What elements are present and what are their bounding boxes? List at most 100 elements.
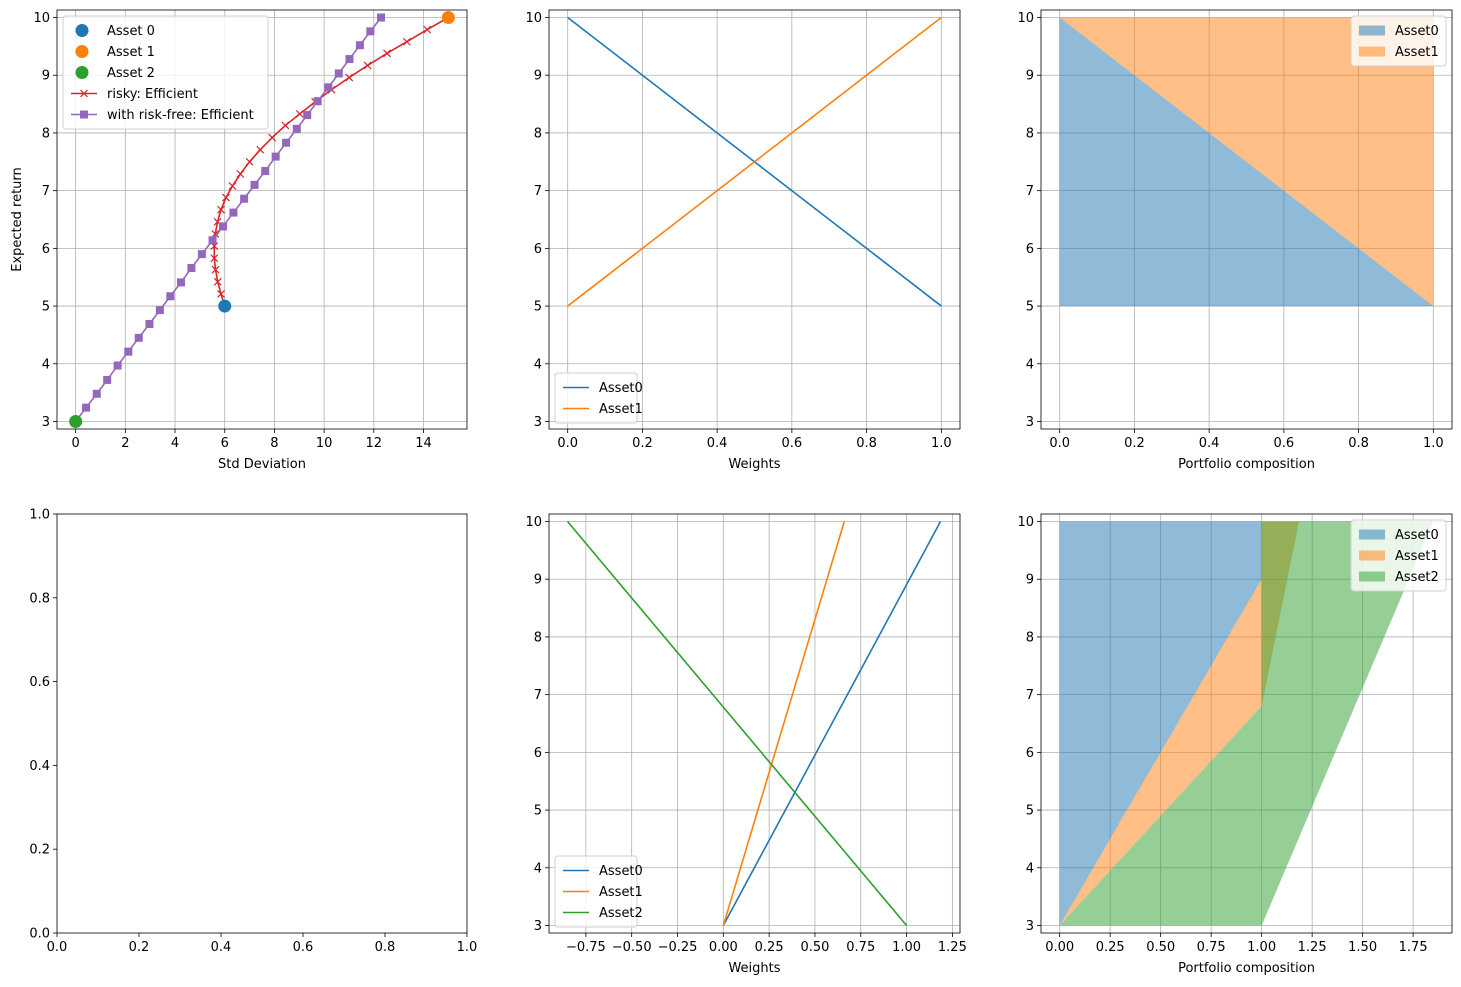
x-tick-label: 0.8 bbox=[856, 436, 877, 451]
legend-entry: Asset0 bbox=[563, 381, 643, 396]
y-tick-label: 10 bbox=[525, 515, 542, 530]
x-tick-label: 0.6 bbox=[1274, 436, 1295, 451]
legend-marker-dot bbox=[75, 24, 89, 37]
y-tick-label: 9 bbox=[42, 69, 50, 84]
marker-square-1-22 bbox=[303, 111, 312, 120]
x-tick-label: −0.75 bbox=[566, 940, 606, 955]
axes-frame bbox=[548, 9, 961, 430]
y-tick-label: 7 bbox=[534, 184, 542, 199]
marker-square-1-11 bbox=[187, 263, 196, 272]
marker-square-1-14 bbox=[218, 222, 227, 231]
legend-label: Asset0 bbox=[599, 381, 643, 396]
marker-x-0-2 bbox=[213, 277, 222, 286]
marker-square-1-19 bbox=[271, 152, 280, 161]
legend-entry: Asset1 bbox=[1359, 549, 1439, 564]
x-tick-label: 0.25 bbox=[755, 940, 784, 955]
x-tick-label: 1.25 bbox=[1298, 940, 1327, 955]
marker-square-1-20 bbox=[282, 138, 291, 147]
legend-entry: Asset1 bbox=[563, 402, 643, 417]
y-tick-label: 10 bbox=[525, 11, 542, 26]
y-tick-label: 0.2 bbox=[29, 843, 50, 858]
marker-square-1-27 bbox=[355, 41, 364, 50]
y-tick-label: 4 bbox=[1026, 357, 1034, 372]
marker-square-1-7 bbox=[145, 319, 154, 328]
legend-label: Asset0 bbox=[1395, 24, 1439, 39]
legend-label: Asset 1 bbox=[107, 45, 155, 60]
y-tick-label: 6 bbox=[534, 746, 542, 761]
plot-area bbox=[1041, 514, 1452, 933]
subplot-weights2: 0.0 0.2 0.4 0.6 0.8 1.0 3 4 5 6 7 8 9 10 Weights Asset0… bbox=[525, 9, 961, 472]
marker-square-1-25 bbox=[334, 69, 343, 78]
marker-square-1-4 bbox=[113, 361, 122, 370]
legend-entry: Asset0 bbox=[563, 864, 643, 879]
marker-square-1-15 bbox=[229, 208, 238, 217]
x-axis-label: Weights bbox=[728, 457, 780, 472]
y-tick-label: 6 bbox=[42, 242, 50, 257]
marker-square-1-5 bbox=[124, 347, 133, 356]
marker-square-1-6 bbox=[134, 333, 143, 342]
legend: Asset 0 Asset 1 Asset 2 risky: Efficient wit… bbox=[62, 15, 269, 130]
y-tick-label: 3 bbox=[534, 415, 542, 430]
y-tick-label: 1.0 bbox=[29, 508, 50, 523]
x-tick-label: 8 bbox=[270, 436, 278, 451]
marker-square-1-29 bbox=[377, 13, 386, 22]
axes-frame bbox=[548, 513, 961, 934]
y-tick-label: 0.6 bbox=[29, 675, 50, 690]
x-tick-label: 0.00 bbox=[1045, 940, 1074, 955]
marker-square-1-18 bbox=[261, 167, 270, 176]
legend-label: with risk-free: Efficient bbox=[107, 108, 254, 123]
y-tick-label: 4 bbox=[534, 861, 542, 876]
y-tick-label: 7 bbox=[1026, 688, 1034, 703]
x-tick-label: 0.6 bbox=[293, 940, 314, 955]
marker-x-0-4 bbox=[210, 254, 219, 263]
marker-square-1-21 bbox=[292, 124, 301, 133]
axes-frame bbox=[56, 9, 468, 430]
area-asset2 bbox=[1059, 521, 1434, 926]
y-tick-label: 3 bbox=[1026, 919, 1034, 934]
subplot-comp3: 0.00 0.25 0.50 0.75 1.00 1.25 1.50 1.75 3 4 5 6 7 8 9 1… bbox=[1017, 513, 1453, 976]
plot-area bbox=[549, 10, 960, 429]
series-line-2 bbox=[566, 520, 908, 927]
legend-marker-dot bbox=[75, 66, 89, 79]
legend-label: Asset1 bbox=[599, 402, 643, 417]
legend-entry: Asset 1 bbox=[75, 45, 155, 60]
legend-entry: Asset1 bbox=[1359, 45, 1439, 60]
x-tick-label: 10 bbox=[316, 436, 333, 451]
x-tick-label: 0.50 bbox=[1146, 940, 1175, 955]
y-tick-label: 9 bbox=[534, 69, 542, 84]
subplot-comp2: 0.0 0.2 0.4 0.6 0.8 1.0 3 4 5 6 7 8 9 10 Portfolio com… bbox=[1017, 9, 1453, 472]
legend: Asset0 Asset1 bbox=[554, 372, 643, 424]
legend-label: Asset2 bbox=[1395, 570, 1439, 585]
marker-square-1-12 bbox=[197, 250, 206, 259]
legend: Asset0 Asset1 Asset2 bbox=[554, 855, 643, 928]
x-tick-label: 1.0 bbox=[931, 436, 952, 451]
marker-x-0-19 bbox=[345, 73, 354, 82]
legend-label: risky: Efficient bbox=[107, 87, 198, 102]
y-tick-label: 9 bbox=[534, 573, 542, 588]
legend-patch bbox=[1359, 550, 1385, 561]
marker-x-0-20 bbox=[363, 61, 372, 70]
marker-x-0-21 bbox=[383, 49, 391, 58]
y-tick-label: 3 bbox=[1026, 415, 1034, 430]
x-tick-label: 4 bbox=[171, 436, 179, 451]
x-tick-label: 0.8 bbox=[1348, 436, 1369, 451]
legend-entry: Asset0 bbox=[1359, 24, 1439, 39]
legend-entry: risky: Efficient bbox=[71, 87, 198, 102]
x-tick-label: 0.2 bbox=[1124, 436, 1145, 451]
legend-label: Asset 2 bbox=[107, 66, 155, 81]
marker-x-0-6 bbox=[211, 230, 220, 238]
x-axis-label: Weights bbox=[728, 961, 780, 976]
marker-square-1-16 bbox=[240, 194, 249, 203]
x-tick-label: 1.25 bbox=[938, 940, 967, 955]
y-tick-label: 4 bbox=[1026, 861, 1034, 876]
x-tick-label: 2 bbox=[121, 436, 129, 451]
x-tick-label: 0.4 bbox=[1199, 436, 1220, 451]
y-tick-label: 5 bbox=[1026, 804, 1034, 819]
x-tick-label: 0.0 bbox=[1049, 436, 1070, 451]
asset-point-1 bbox=[441, 11, 455, 25]
legend-label: Asset2 bbox=[599, 906, 643, 921]
x-tick-label: 0.0 bbox=[47, 940, 68, 955]
marker-square-1-3 bbox=[103, 375, 112, 384]
legend-patch bbox=[1359, 571, 1385, 582]
